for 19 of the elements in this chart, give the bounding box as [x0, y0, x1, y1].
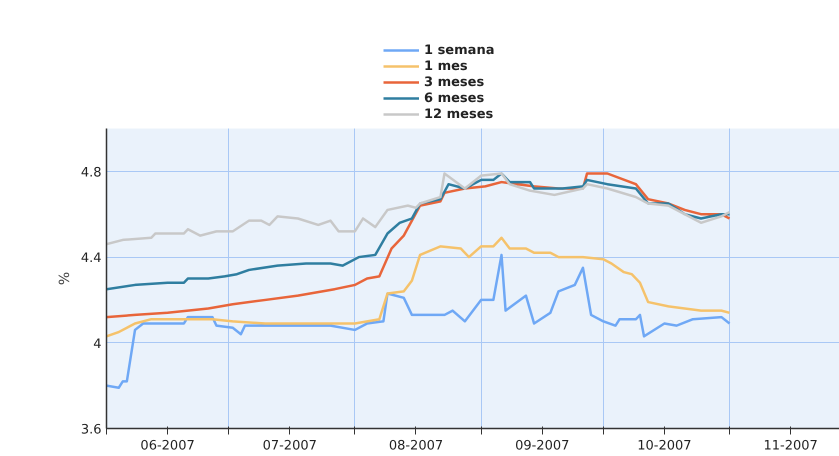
line-series — [106, 254, 731, 390]
y-tick-label: 3.6 — [80, 422, 102, 438]
x-tick-label: 07-2007 — [262, 438, 317, 454]
y-tick-label: 4.8 — [80, 165, 102, 180]
x-tick-label: 06-2007 — [140, 438, 195, 454]
x-tick-label: 08-2007 — [388, 438, 444, 454]
legend-label: 6 meses — [424, 90, 484, 106]
x-tick-label: 09-2007 — [515, 438, 570, 454]
x-tick-label: 10-2007 — [637, 438, 692, 454]
x-tick-label: 11-2007 — [763, 438, 818, 454]
y-axis-title: % — [56, 272, 73, 286]
legend-label: 1 mes — [424, 58, 468, 74]
y-tick-label: 4 — [93, 336, 102, 352]
legend-label: 3 meses — [424, 74, 484, 90]
line-series — [106, 172, 731, 246]
legend-label: 1 semana — [424, 42, 494, 58]
y-tick-label: 4.4 — [80, 251, 102, 266]
legend-label: 12 meses — [424, 106, 494, 122]
line-series — [106, 236, 731, 338]
